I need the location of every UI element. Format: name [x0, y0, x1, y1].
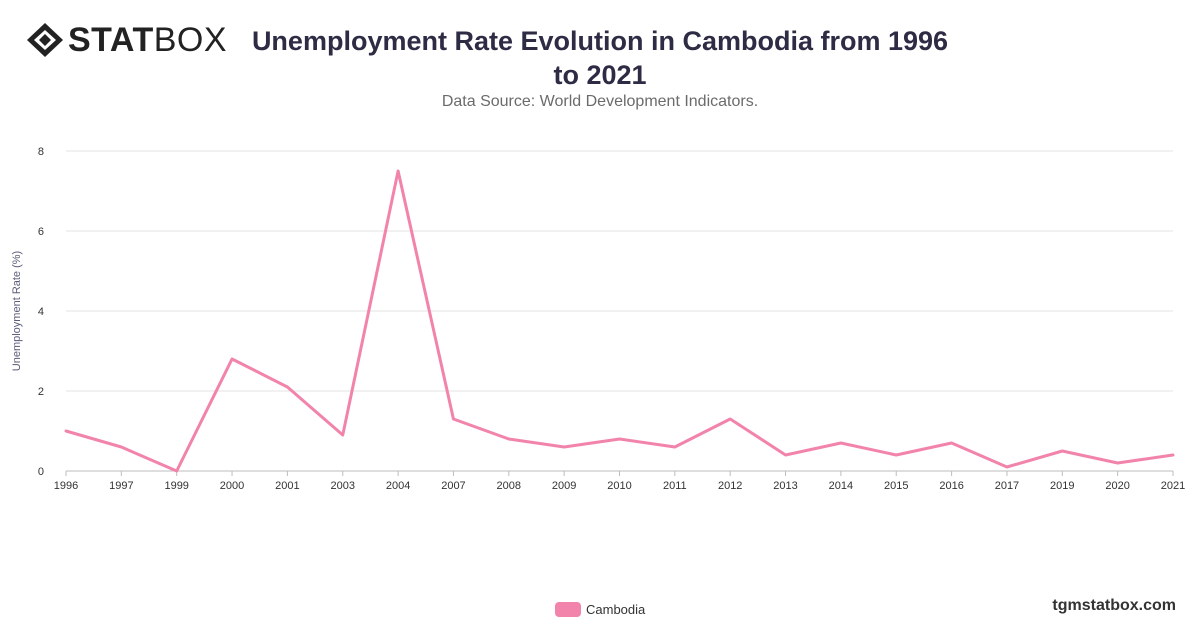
statbox-diamond-icon: [27, 23, 63, 57]
brand-stat: STAT: [68, 21, 154, 59]
chart-subtitle: Data Source: World Development Indicator…: [441, 93, 759, 110]
data-point[interactable]: [449, 415, 457, 423]
data-point[interactable]: [117, 443, 125, 451]
brand-box: BOX: [153, 21, 228, 59]
x-tick-label: 2003: [331, 480, 355, 492]
x-tick-label: 2000: [220, 480, 244, 492]
y-tick-label: 8: [38, 146, 44, 158]
brand-wordmark: STATBOX: [68, 22, 227, 58]
footer-site[interactable]: tgmstatbox.com: [1052, 597, 1176, 614]
data-point[interactable]: [505, 435, 513, 443]
data-point[interactable]: [837, 439, 845, 447]
y-tick-label: 6: [38, 226, 44, 238]
x-tick-label: 2013: [773, 480, 797, 492]
x-tick-label: 2010: [607, 480, 631, 492]
x-tick-label: 1999: [164, 480, 188, 492]
x-tick-label: 2012: [718, 480, 742, 492]
x-tick-label: 2014: [829, 480, 853, 492]
x-tick-label: 1997: [109, 480, 133, 492]
x-tick-label: 2007: [441, 480, 465, 492]
data-point[interactable]: [62, 427, 70, 435]
data-point[interactable]: [560, 443, 568, 451]
x-tick-label: 2015: [884, 480, 908, 492]
y-axis-ticks: 0 2 4 6 8: [38, 146, 44, 478]
data-point[interactable]: [671, 443, 679, 451]
x-tick-label: 2016: [939, 480, 963, 492]
series-line-cambodia[interactable]: [64, 169, 1175, 473]
data-point[interactable]: [616, 435, 624, 443]
data-point[interactable]: [948, 439, 956, 447]
data-point[interactable]: [283, 383, 291, 391]
y-tick-label: 2: [38, 386, 44, 398]
x-tick-label: 2017: [995, 480, 1019, 492]
data-point[interactable]: [228, 355, 236, 363]
x-tick-label: 2009: [552, 480, 576, 492]
x-tick-label: 2004: [386, 480, 410, 492]
data-point[interactable]: [1114, 459, 1122, 467]
x-tick-label: 1996: [54, 480, 78, 492]
x-tick-label: 2011: [663, 480, 687, 492]
grid-lines: [66, 150, 1173, 472]
brand-logo: STATBOX: [26, 22, 227, 58]
data-point[interactable]: [892, 451, 900, 459]
data-point[interactable]: [339, 431, 347, 439]
x-tick-label: 2008: [497, 480, 521, 492]
x-tick-label: 2021: [1161, 480, 1185, 492]
data-point[interactable]: [726, 415, 734, 423]
legend-label-cambodia: Cambodia: [586, 602, 646, 617]
data-point[interactable]: [1169, 451, 1177, 459]
y-tick-label: 0: [38, 466, 44, 478]
data-point[interactable]: [1003, 463, 1011, 471]
data-point[interactable]: [1058, 447, 1066, 455]
x-axis-ticks: 1996 1997 1999 2000 2001 2003 2004 2007 2008 2009…: [54, 471, 1185, 492]
x-tick-label: 2020: [1105, 480, 1129, 492]
data-point[interactable]: [173, 467, 181, 475]
data-point[interactable]: [782, 451, 790, 459]
x-tick-label: 2001: [275, 480, 299, 492]
legend-swatch: [555, 602, 581, 617]
chart-title: Unemployment Rate Evolution in Cambodia …: [251, 26, 949, 90]
y-axis-label: Unemployment Rate (%): [11, 251, 23, 371]
legend[interactable]: Cambodia: [555, 602, 645, 617]
y-tick-label: 4: [38, 306, 44, 318]
x-tick-label: 2019: [1050, 480, 1074, 492]
data-point[interactable]: [394, 167, 402, 175]
series-layer: [62, 167, 1177, 475]
